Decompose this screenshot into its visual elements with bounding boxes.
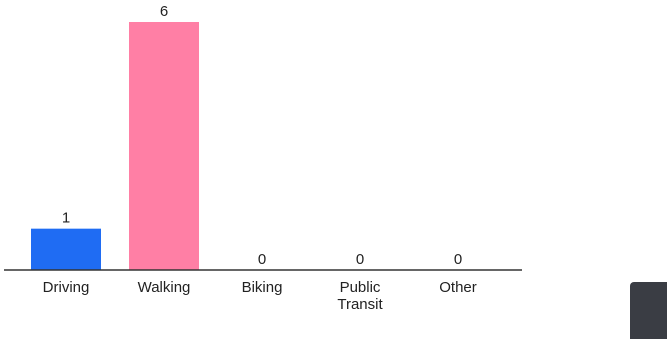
tick-label-other: Other: [439, 279, 477, 296]
value-label-walking: 6: [160, 3, 168, 20]
value-label-biking: 0: [258, 251, 266, 268]
value-label-driving: 1: [62, 210, 70, 227]
tick-label-biking: Biking: [242, 279, 283, 296]
value-label-public-transit: 0: [356, 251, 364, 268]
value-label-other: 0: [454, 251, 462, 268]
value-labels-group: 1 6 0 0 0: [62, 3, 462, 268]
bar-walking: [129, 22, 199, 270]
bars-group: [31, 22, 199, 270]
tick-label-public-transit: Public Transit: [337, 279, 383, 313]
tick-labels-group: Driving Walking Biking Public Transit Other: [43, 279, 477, 313]
corner-panel-button[interactable]: [630, 282, 667, 339]
tick-label-walking: Walking: [138, 279, 191, 296]
tick-label-driving: Driving: [43, 279, 90, 296]
bar-driving: [31, 228, 101, 270]
